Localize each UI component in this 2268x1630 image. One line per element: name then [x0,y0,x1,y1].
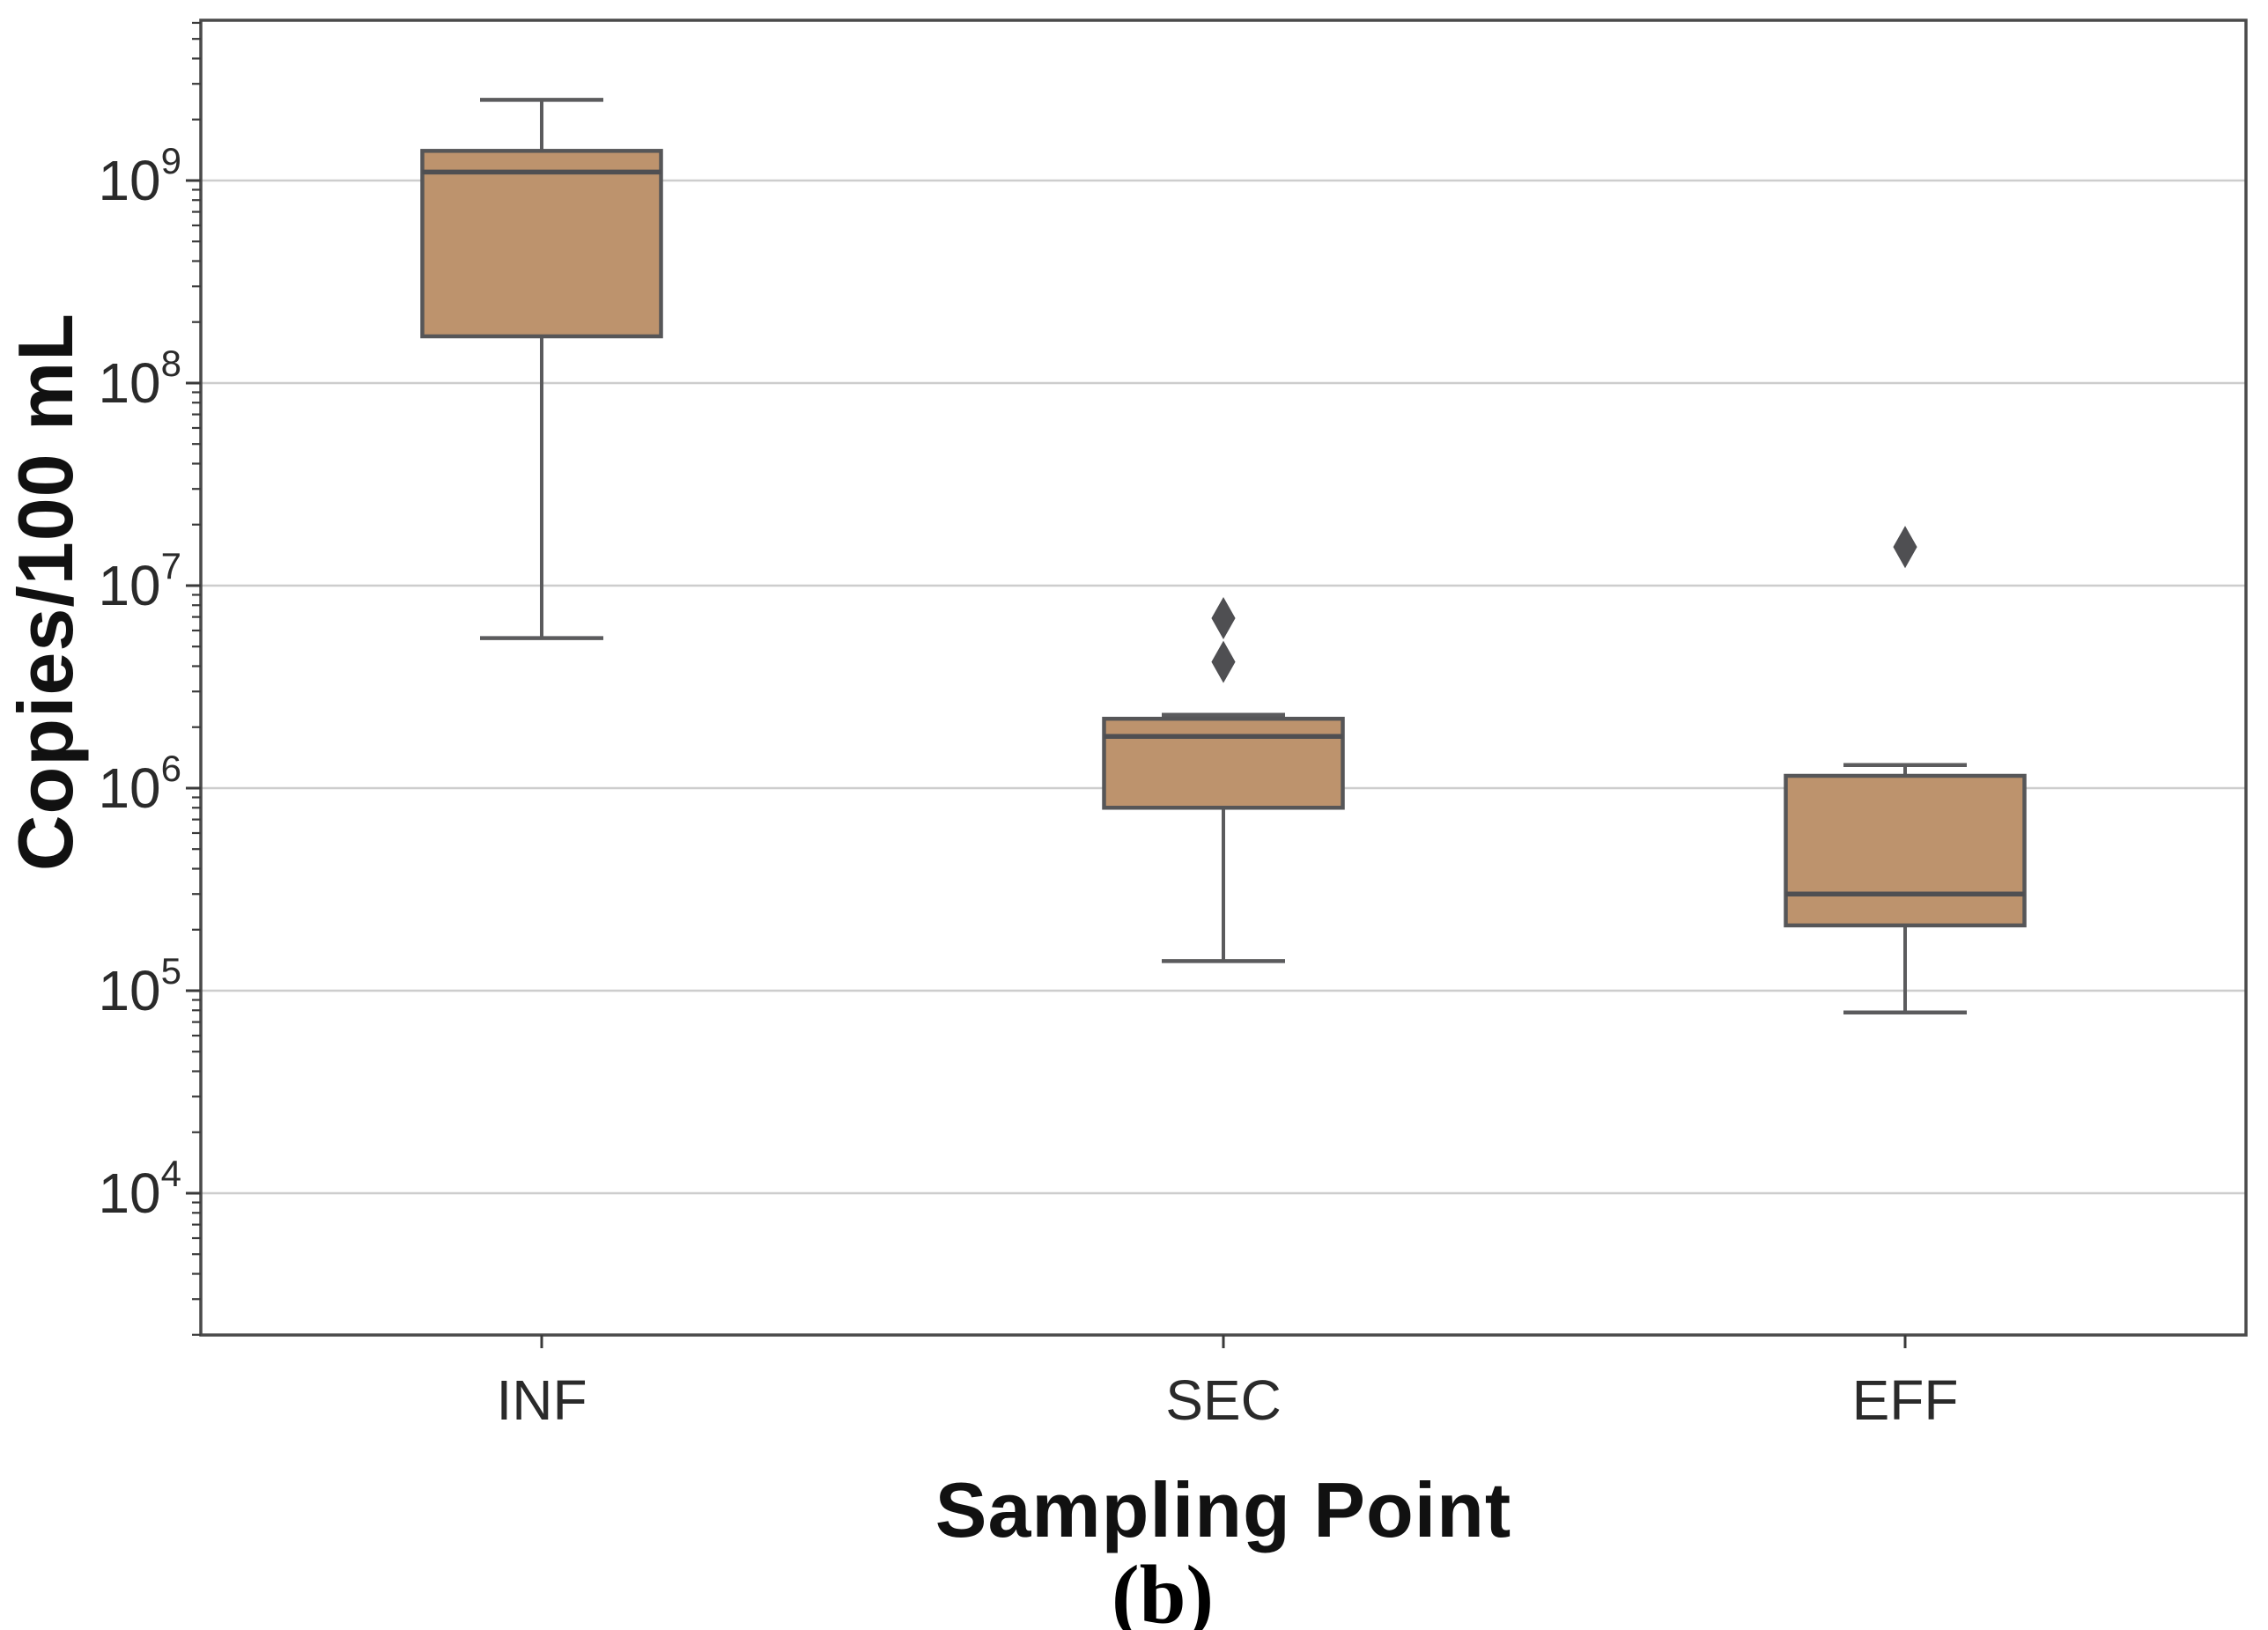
box-SEC [1102,716,1345,810]
outlier-SEC-1 [1211,640,1236,683]
y-tick-label-1e4: 104 [98,1153,181,1225]
x-tick-label-SEC: SEC [1165,1368,1282,1432]
x-tick-label-INF: INF [496,1368,587,1432]
outlier-SEC-2 [1211,597,1236,640]
figure-caption: (b) [1111,1548,1215,1630]
x-axis-label: Sampling Point [935,1466,1512,1553]
x-tick-label-EFF: EFF [1852,1368,1959,1432]
box-INF [420,149,663,339]
y-axis-label: Copies/100 mL [2,312,89,872]
outlier-EFF-1 [1893,526,1917,569]
y-tick-label-1e9: 109 [98,140,181,212]
y-tick-label-1e5: 105 [98,950,181,1022]
y-tick-label-1e8: 108 [98,343,181,415]
y-tick-label-1e7: 107 [98,545,181,617]
y-tick-label-1e6: 106 [98,748,181,820]
box-EFF [1784,773,2027,928]
